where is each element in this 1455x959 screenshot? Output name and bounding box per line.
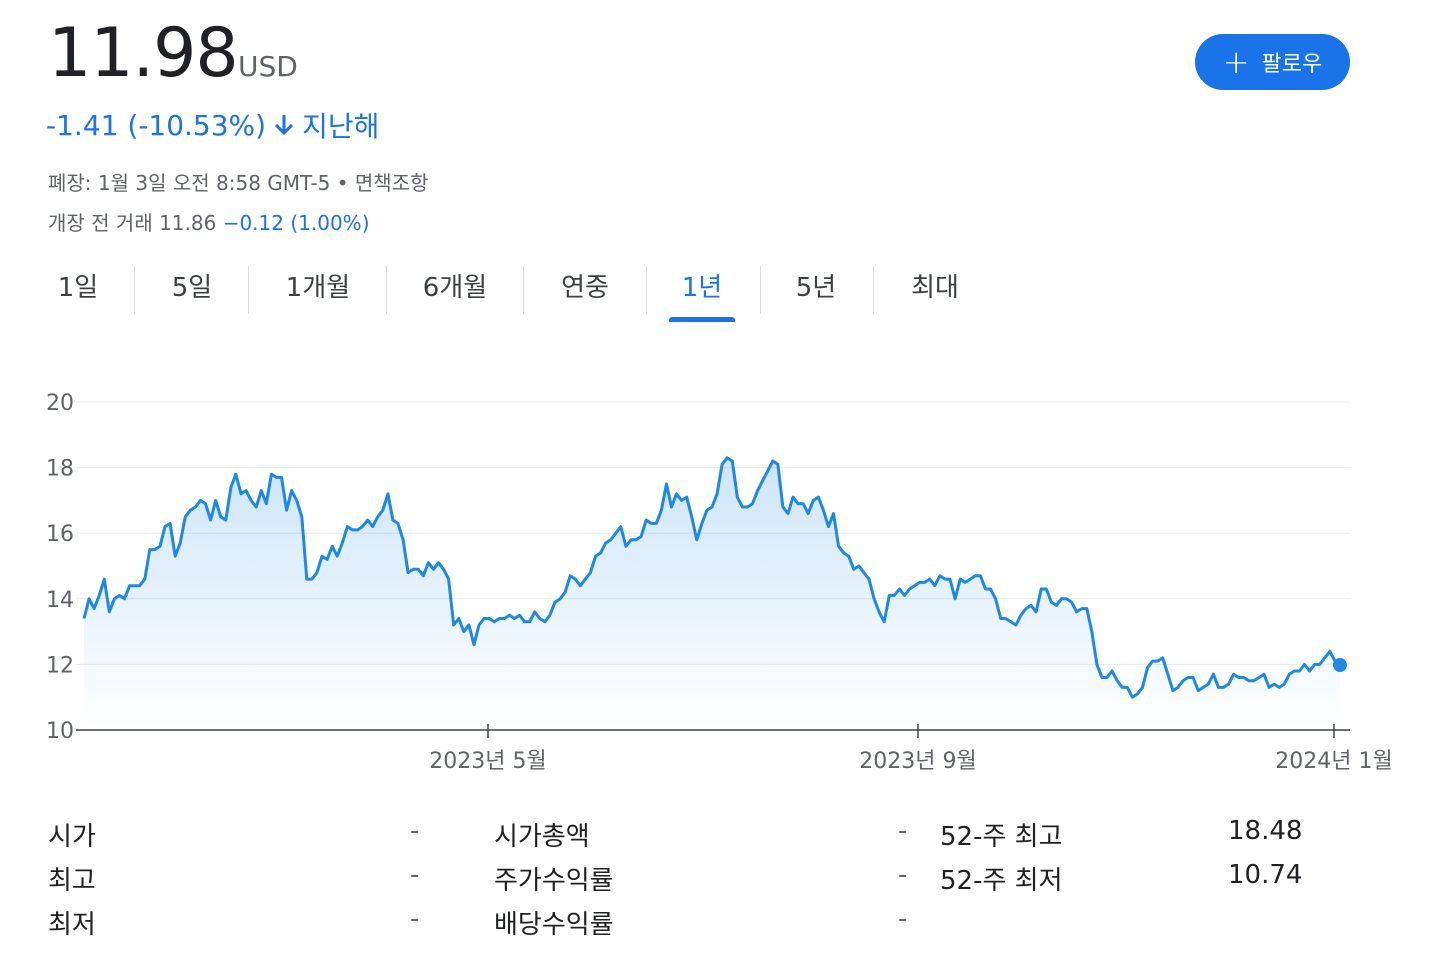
disclaimer-link[interactable]: 면책조항 [354, 171, 429, 195]
tab-5d[interactable]: 5일 [171, 273, 213, 303]
premarket-change: −0.12 (1.00%) [222, 211, 370, 235]
follow-button-label: 팔로우 [1261, 52, 1323, 77]
tab-max[interactable]: 최대 [911, 273, 959, 303]
x-tick-label: 2023년 5월 [429, 749, 546, 774]
stat-pe-label: 주가수익률 [494, 866, 614, 896]
currency-label: USD [238, 50, 298, 83]
tab-divider [248, 266, 249, 314]
tab-divider [134, 266, 135, 314]
change-value: -1.41 (-10.53%) [46, 108, 267, 142]
tab-divider [646, 266, 647, 314]
price-area [84, 457, 1340, 730]
arrow-down-icon [272, 112, 296, 138]
stat-52w-low-label: 52-주 최저 [940, 866, 1063, 896]
tab-divider [873, 266, 874, 314]
stat-low-value: - [410, 904, 420, 934]
stat-high-label: 최고 [48, 866, 96, 896]
stat-div-label: 배당수익률 [494, 910, 614, 940]
tab-1m[interactable]: 1개월 [285, 273, 351, 303]
stat-open-label: 시가 [48, 822, 96, 852]
price-value: 11.98 [48, 14, 239, 93]
stats-panel: 시가 - 최고 - 최저 - 시가총액 - 주가수익률 - 배당수익률 - 52… [0, 810, 1455, 950]
stat-pe-value: - [898, 860, 908, 890]
stat-low-label: 최저 [48, 910, 96, 940]
tab-ytd[interactable]: 연중 [561, 273, 609, 303]
stat-52w-high-label: 52-주 최고 [940, 822, 1063, 852]
price-line [82, 456, 1341, 699]
change-period: 지난해 [302, 110, 380, 143]
plus-icon: + [1222, 43, 1250, 81]
premarket-price: 11.86 [159, 211, 217, 235]
premarket-label: 개장 전 거래 [48, 211, 153, 235]
stat-open-value: - [410, 816, 420, 846]
x-tick-label: 2023년 9월 [859, 749, 976, 774]
closed-info: 폐장: 1월 3일 오전 8:58 GMT-5 • [48, 171, 349, 195]
x-tick-label: 2024년 1월 [1275, 749, 1392, 774]
stat-52w-low-value: 10.74 [1228, 860, 1303, 890]
follow-button[interactable]: + 팔로우 [1195, 34, 1350, 90]
y-tick-label: 10 [46, 719, 74, 744]
y-tick-label: 16 [46, 522, 74, 547]
stat-mktcap-value: - [898, 816, 908, 846]
stat-high-value: - [410, 860, 420, 890]
y-tick-label: 20 [46, 391, 74, 416]
market-status: 폐장: 1월 3일 오전 8:58 GMT-5 • 면책조항 [48, 167, 429, 196]
price-change: -1.41 (-10.53%) 지난해 [46, 105, 379, 145]
tab-1y[interactable]: 1년 [669, 262, 735, 314]
y-tick-label: 12 [46, 653, 74, 678]
y-tick-label: 14 [46, 588, 74, 613]
stat-52w-high-value: 18.48 [1228, 816, 1303, 846]
range-tabs: 1일 5일 1개월 6개월 연중 1년 5년 최대 [0, 262, 1000, 322]
price-chart[interactable]: 10 12 14 16 18 20 2023년 5월 2023년 9월 2024년 1월 [0, 380, 1455, 790]
y-tick-label: 18 [46, 457, 74, 482]
tab-6m[interactable]: 6개월 [422, 273, 488, 303]
tab-divider [386, 266, 387, 314]
tab-1d[interactable]: 1일 [57, 273, 99, 303]
stat-div-value: - [898, 904, 908, 934]
tab-divider [523, 266, 524, 314]
last-price-dot [1333, 658, 1347, 673]
premarket-info: 개장 전 거래 11.86 −0.12 (1.00%) [48, 207, 370, 236]
stat-mktcap-label: 시가총액 [494, 822, 590, 852]
tab-divider [760, 266, 761, 314]
tab-5y[interactable]: 5년 [795, 273, 837, 303]
